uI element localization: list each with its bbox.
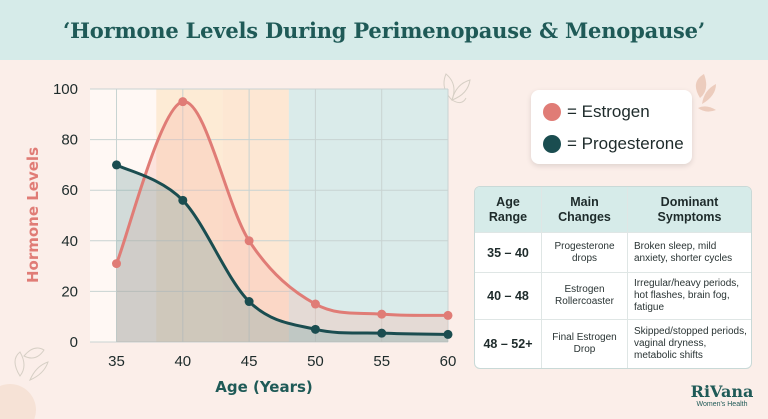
area-estrogen (116, 101, 448, 343)
legend-item-estrogen: = Estrogen (543, 102, 650, 122)
y-tick-label: 0 (70, 334, 78, 351)
row-symptoms: Irregular/heavy periods, hot flashes, br… (634, 278, 740, 313)
table-row: 40 – 48 Estrogen Rollercoaster Irregular… (475, 273, 751, 320)
legend-item-progesterone: = Progesterone (543, 134, 684, 154)
y-tick-label: 60 (61, 182, 78, 199)
header-main-changes: Main Changes (542, 187, 628, 232)
row-symptoms: Broken sleep, mild anxiety, shorter cycl… (634, 240, 733, 264)
header-age-range-text: Age Range (488, 194, 528, 224)
progesterone-swatch-icon (543, 135, 561, 153)
point-progesterone (112, 160, 122, 170)
y-tick-label: 80 (61, 132, 78, 149)
x-tick-label: 50 (307, 353, 324, 370)
x-tick-label: 60 (440, 353, 457, 370)
title-banner: ‘Hormone Levels During Perimenopause & M… (0, 0, 768, 60)
header-main-changes-text: Main Changes (558, 194, 611, 224)
logo-tagline: Women's Health (696, 401, 748, 408)
chart-legend: = Estrogen = Progesterone (531, 90, 692, 164)
y-tick-label: 20 (61, 283, 78, 300)
symptoms-table: Age Range Main Changes Dominant Symptoms… (474, 186, 752, 369)
header-dominant-symptoms: Dominant Symptoms (628, 187, 751, 232)
page-title: ‘Hormone Levels During Perimenopause & M… (63, 17, 705, 43)
y-tick-label: 100 (53, 81, 78, 98)
point-estrogen (244, 236, 254, 246)
header-dominant-symptoms-text: Dominant Symptoms (657, 194, 722, 224)
legend-label-estrogen: = Estrogen (567, 102, 650, 121)
point-progesterone (377, 328, 387, 338)
row-changes: Estrogen Rollercoaster (542, 273, 628, 319)
y-axis-title: Hormone Levels (24, 147, 42, 283)
row-range: 35 – 40 (475, 233, 542, 272)
header-age-range: Age Range (475, 187, 542, 232)
area-progesterone (116, 164, 448, 342)
row-changes: Final Estrogen Drop (542, 320, 628, 368)
logo-name: RiVana (690, 382, 754, 401)
point-progesterone (244, 297, 254, 307)
row-symptoms: Skipped/stopped periods, vaginal dryness… (634, 326, 747, 361)
x-tick-label: 40 (174, 353, 191, 370)
row-range: 48 – 52+ (475, 320, 542, 368)
point-progesterone (178, 195, 188, 205)
brand-logo: RiVana Women's Health (690, 382, 754, 409)
legend-label-progesterone: = Progesterone (567, 134, 684, 153)
x-tick-label: 45 (241, 353, 258, 370)
point-estrogen (310, 299, 320, 309)
point-estrogen (377, 309, 387, 319)
point-estrogen (178, 97, 188, 107)
x-axis-title: Age (Years) (215, 378, 313, 396)
phase-band-1 (222, 89, 289, 342)
estrogen-swatch-icon (543, 103, 561, 121)
x-tick-label: 35 (108, 353, 125, 370)
row-range: 40 – 48 (475, 273, 542, 319)
leaf-decoration-bottom-icon (0, 347, 49, 419)
point-progesterone (443, 329, 453, 339)
table-header-row: Age Range Main Changes Dominant Symptoms (475, 187, 751, 233)
row-changes: Progesterone drops (542, 233, 628, 272)
y-tick-label: 40 (61, 233, 78, 250)
table-row: 35 – 40 Progesterone drops Broken sleep,… (475, 233, 751, 273)
point-estrogen (112, 259, 122, 269)
table-row: 48 – 52+ Final Estrogen Drop Skipped/sto… (475, 320, 751, 368)
x-tick-label: 55 (373, 353, 390, 370)
point-estrogen (443, 310, 453, 320)
leaf-decoration-right-icon (695, 74, 716, 112)
phase-band-0 (156, 89, 223, 342)
point-progesterone (310, 324, 320, 334)
